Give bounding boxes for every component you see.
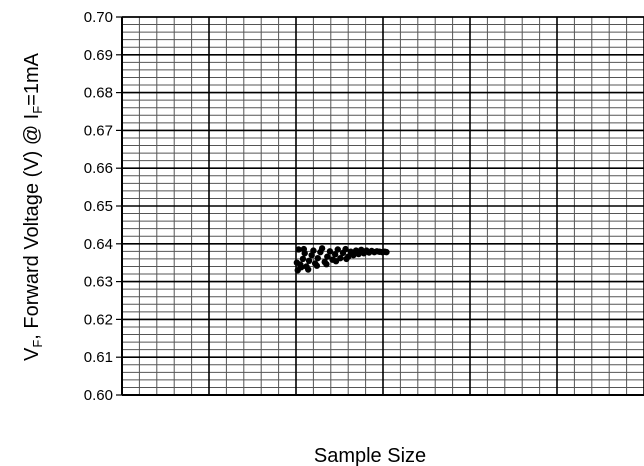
y-tick-label: 0.65 (84, 198, 113, 215)
y-tick-label: 0.63 (84, 274, 113, 291)
data-point (323, 261, 330, 268)
data-point (298, 264, 305, 271)
y-tick-label: 0.61 (84, 349, 113, 366)
data-point (310, 247, 317, 254)
y-tick-label: 0.69 (84, 47, 113, 64)
data-point (300, 245, 308, 253)
y-axis-title-middle: , Forward Voltage (V) @ I (21, 114, 43, 340)
y-tick-label: 0.64 (84, 236, 113, 253)
y-axis-title-v: V (21, 347, 43, 361)
y-tick-label: 0.60 (84, 387, 113, 404)
y-axis-title-end: =1mA (21, 52, 43, 105)
y-tick-label: 0.68 (84, 85, 113, 102)
data-point (318, 245, 326, 252)
y-axis-title-v-sub: F (30, 340, 45, 348)
y-tick-label: 0.70 (84, 9, 113, 26)
data-point (326, 248, 334, 255)
y-tick-label: 0.62 (84, 311, 113, 328)
data-point (332, 257, 340, 265)
y-axis-tick-labels: 0.60 0.61 0.62 0.63 0.64 0.65 0.66 0.67 0.68 0.69… (84, 9, 113, 404)
data-point (314, 254, 321, 262)
data-point (331, 251, 339, 258)
y-tick-label: 0.67 (84, 122, 113, 139)
y-axis-title: VF, Forward Voltage (V) @ IF=1mA (21, 52, 45, 361)
data-point (299, 255, 307, 263)
data-point (295, 246, 302, 253)
y-tick-label: 0.66 (84, 160, 113, 177)
data-point (305, 257, 313, 265)
data-point (324, 253, 331, 260)
data-point (313, 262, 321, 269)
data-point (293, 259, 301, 266)
data-point (334, 246, 341, 253)
data-point (383, 248, 390, 256)
data-points (293, 245, 390, 274)
y-axis-title-i-sub: F (30, 106, 45, 114)
data-point (342, 245, 349, 253)
data-point (343, 255, 350, 263)
grid-major-lines (116, 16, 644, 396)
data-point (304, 266, 312, 273)
x-axis-title: Sample Size (314, 445, 426, 466)
